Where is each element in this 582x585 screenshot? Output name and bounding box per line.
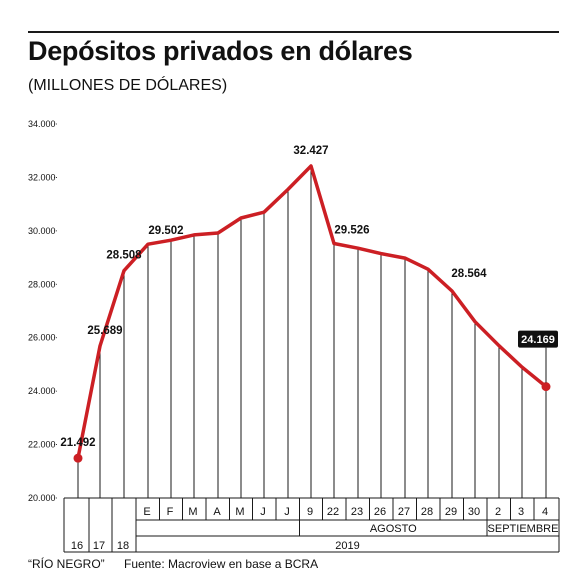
series-line	[76, 164, 548, 460]
y-tick-label: 30.000	[28, 226, 56, 236]
data-label: 32.427	[293, 145, 328, 157]
x-tick-label: 2	[495, 506, 501, 518]
data-label-box	[518, 330, 558, 348]
x-tick-label: 30	[468, 506, 480, 518]
data-point	[73, 453, 83, 463]
x-tick-label: 3	[518, 506, 524, 518]
y-tick-label: 32.000	[28, 172, 56, 182]
data-label: 29.526	[334, 225, 369, 237]
data-point	[541, 382, 551, 392]
x-group-label: SEPTIEMBRE	[488, 523, 559, 535]
x-tick-label: M	[188, 506, 197, 518]
x-tick-label: 16	[71, 540, 83, 552]
x-tick-label: J	[284, 506, 290, 518]
title-rule	[28, 31, 559, 33]
data-label: 24.169	[521, 334, 555, 346]
y-tick-label: 26.000	[28, 333, 56, 343]
x-tick-label: 22	[327, 506, 339, 518]
x-tick-label: 18	[117, 540, 129, 552]
data-label: 25.689	[87, 325, 122, 337]
x-tick-label: 23	[351, 506, 363, 518]
x-tick-label: M	[235, 506, 244, 518]
y-tick-label: 22.000	[28, 440, 56, 450]
x-tick-label: F	[167, 506, 174, 518]
chart-subtitle: (MILLONES DE DÓLARES)	[28, 77, 228, 94]
x-tick-label: 17	[93, 540, 105, 552]
x-tick-label: 28	[421, 506, 433, 518]
x-group-label: AGOSTO	[370, 523, 417, 535]
x-tick-label: A	[213, 506, 221, 518]
data-label: 29.502	[148, 225, 183, 237]
y-tick-label: 34.000	[28, 119, 56, 129]
source-text: Fuente: Macroview en base a BCRA	[124, 557, 319, 571]
x-tick-label: 29	[445, 506, 457, 518]
x-tick-label: 27	[398, 506, 410, 518]
x-tick-label: J	[260, 506, 266, 518]
x-tick-label: 9	[307, 506, 313, 518]
data-label: 28.564	[451, 268, 487, 280]
chart-title: Depósitos privados en dólares	[28, 36, 413, 66]
y-tick-label: 20.000	[28, 493, 56, 503]
x-group-label: 2019	[335, 540, 359, 552]
credit-text: “RÍO NEGRO”	[28, 557, 105, 571]
y-tick-label: 24.000	[28, 386, 56, 396]
y-tick-label: 28.000	[28, 279, 56, 289]
data-label: 21.492	[60, 437, 95, 449]
x-tick-label: E	[143, 506, 150, 518]
x-tick-label: 4	[542, 506, 548, 518]
x-tick-label: 26	[374, 506, 386, 518]
data-label: 28.508	[106, 250, 142, 262]
